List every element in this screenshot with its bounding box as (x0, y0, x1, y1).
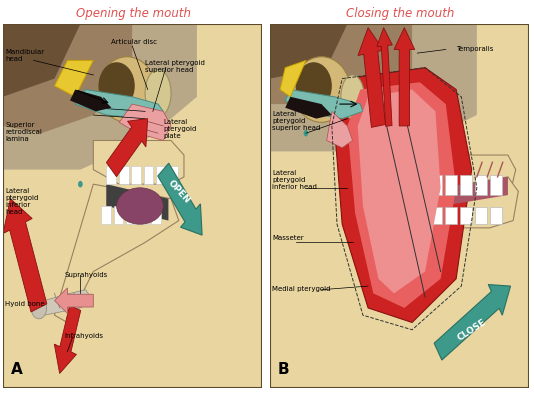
Polygon shape (285, 97, 332, 119)
Polygon shape (270, 24, 348, 78)
Ellipse shape (304, 130, 308, 136)
Polygon shape (285, 90, 363, 119)
Polygon shape (70, 90, 112, 111)
Polygon shape (420, 177, 508, 210)
Polygon shape (280, 60, 306, 97)
Text: Mandibular
head: Mandibular head (5, 50, 44, 62)
Text: Medial pterygoid: Medial pterygoid (272, 286, 331, 292)
FancyArrow shape (54, 288, 93, 313)
Polygon shape (3, 24, 262, 388)
FancyArrow shape (54, 305, 81, 374)
Polygon shape (119, 104, 171, 140)
Text: Lateral
pterygoid
plate: Lateral pterygoid plate (163, 119, 197, 139)
Polygon shape (348, 82, 456, 308)
Bar (151, 206, 161, 224)
Text: Opening the mouth: Opening the mouth (76, 8, 191, 20)
Polygon shape (3, 24, 197, 170)
Polygon shape (93, 140, 184, 184)
FancyArrow shape (377, 28, 392, 126)
Polygon shape (3, 24, 80, 97)
Bar (114, 206, 123, 224)
Polygon shape (54, 60, 93, 97)
Bar (490, 175, 502, 195)
Bar (131, 166, 141, 184)
Polygon shape (270, 24, 412, 104)
Polygon shape (420, 177, 519, 228)
Text: Lateral pterygoid
superior head: Lateral pterygoid superior head (145, 60, 205, 73)
Text: Infrahyoids: Infrahyoids (65, 334, 104, 339)
Ellipse shape (116, 188, 163, 224)
Text: A: A (11, 362, 22, 377)
Bar (475, 207, 487, 224)
Ellipse shape (341, 75, 364, 119)
Ellipse shape (295, 62, 332, 110)
Text: Closing the mouth: Closing the mouth (347, 8, 454, 20)
Text: Lateral
pterygoid
superior head: Lateral pterygoid superior head (272, 111, 320, 131)
Bar (101, 206, 111, 224)
Bar (106, 166, 116, 184)
Polygon shape (270, 24, 529, 388)
Ellipse shape (145, 70, 171, 117)
Bar (126, 206, 136, 224)
Ellipse shape (293, 57, 350, 122)
Bar (144, 166, 153, 184)
Bar (156, 166, 166, 184)
Ellipse shape (78, 181, 83, 188)
Polygon shape (75, 90, 163, 119)
Polygon shape (270, 24, 477, 151)
Polygon shape (327, 111, 352, 148)
Polygon shape (42, 140, 262, 388)
Bar (445, 175, 457, 195)
Polygon shape (334, 68, 472, 322)
FancyArrow shape (434, 284, 511, 360)
Text: Suprahyoids: Suprahyoids (65, 272, 108, 278)
Ellipse shape (98, 57, 155, 122)
Bar (430, 207, 442, 224)
Bar (138, 206, 148, 224)
Polygon shape (3, 24, 132, 133)
Text: Masseter: Masseter (272, 235, 304, 241)
Bar (430, 175, 442, 195)
Bar (460, 207, 472, 224)
Text: Lateral
pterygoid
inferior head: Lateral pterygoid inferior head (272, 170, 317, 190)
Text: Hyoid bone: Hyoid bone (5, 301, 45, 307)
Polygon shape (358, 90, 441, 293)
Bar (475, 175, 487, 195)
Polygon shape (54, 184, 179, 322)
Text: Articular disc: Articular disc (112, 38, 158, 44)
Text: CLOSE: CLOSE (456, 317, 488, 342)
Text: Lateral
pterygoid
inferior
head: Lateral pterygoid inferior head (5, 188, 38, 215)
FancyArrow shape (106, 119, 148, 177)
FancyArrow shape (394, 28, 415, 126)
FancyArrow shape (158, 163, 202, 235)
Text: B: B (278, 362, 289, 377)
Polygon shape (106, 184, 168, 220)
Bar (490, 207, 502, 224)
Polygon shape (420, 155, 516, 199)
Text: Temporalis: Temporalis (456, 46, 493, 52)
Bar (168, 166, 178, 184)
Polygon shape (44, 290, 93, 315)
Bar (119, 166, 129, 184)
FancyArrow shape (3, 199, 47, 312)
FancyArrow shape (358, 28, 386, 127)
Ellipse shape (31, 297, 46, 319)
Text: OPEN: OPEN (166, 178, 192, 205)
Bar (460, 175, 472, 195)
Ellipse shape (98, 62, 135, 110)
Text: Superior
retrodiscal
lamina: Superior retrodiscal lamina (5, 122, 42, 142)
Bar (445, 207, 457, 224)
